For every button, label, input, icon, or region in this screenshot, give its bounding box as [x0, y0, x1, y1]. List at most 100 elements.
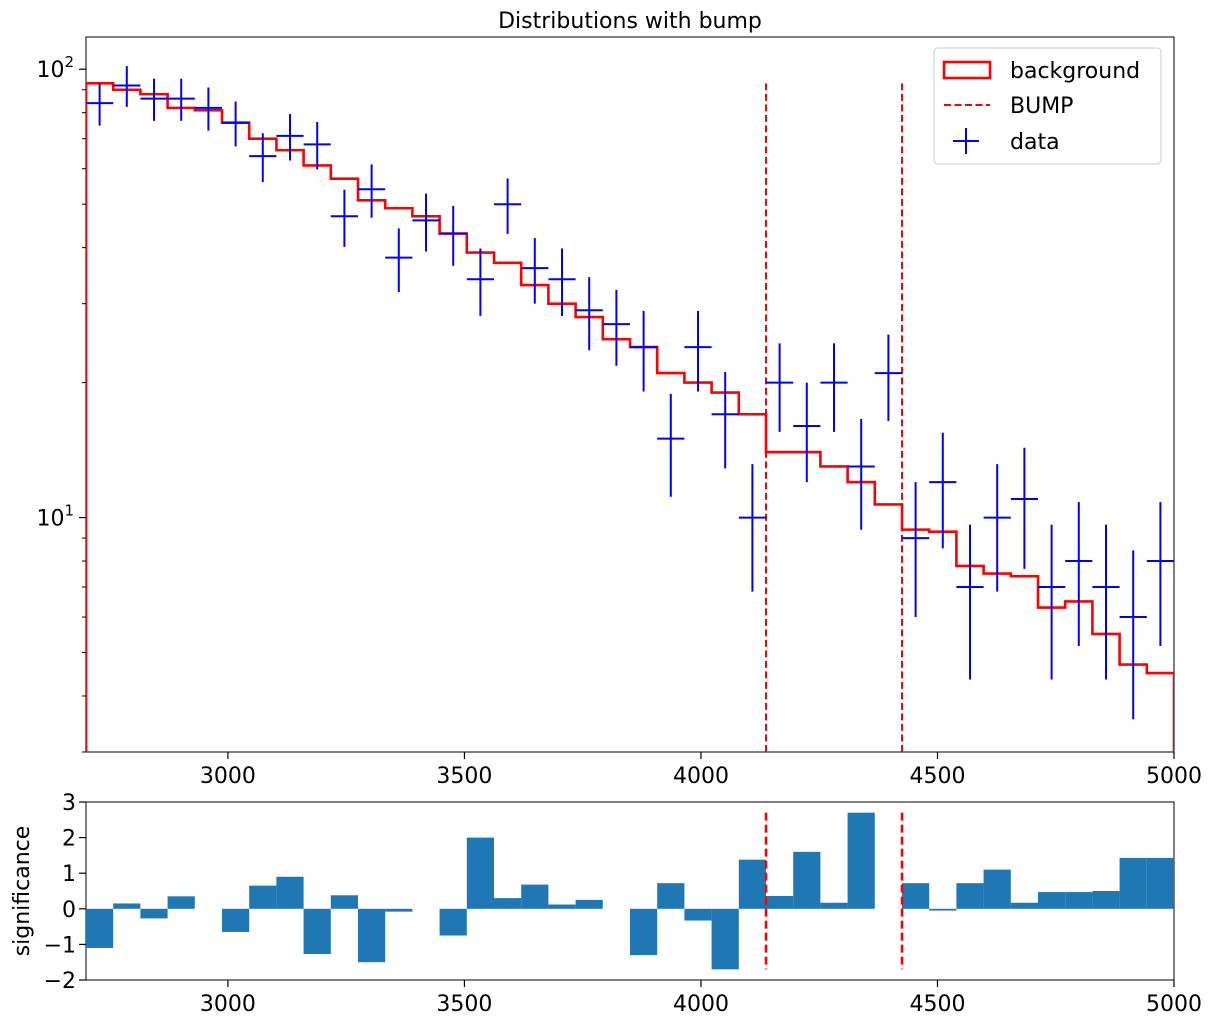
y-tick-label: 101 — [36, 502, 74, 532]
y-tick-base: 10 — [36, 507, 64, 532]
significance-bar — [276, 876, 304, 909]
data-point — [249, 133, 277, 183]
significance-panel: −2 −1 0 1 2 3 3000 3500 4000 4500 5000 significance — [10, 791, 1202, 1017]
legend: background BUMP data — [933, 47, 1162, 165]
data-point — [358, 164, 386, 218]
sig-y-tick-label: 0 — [62, 898, 76, 923]
sig-x-tick-label: 3500 — [436, 992, 492, 1017]
sig-y-tick-label: 3 — [62, 791, 76, 816]
significance-bar — [466, 837, 494, 909]
data-point — [1092, 524, 1120, 680]
significance-bar — [330, 895, 358, 909]
significance-bar — [1119, 857, 1147, 909]
data-point — [439, 205, 467, 266]
legend-label-background: background — [1010, 59, 1140, 84]
sig-y-axis-label: significance — [10, 826, 35, 957]
data-point — [684, 310, 712, 392]
data-point — [983, 464, 1011, 592]
y-tick-exponent: 1 — [64, 502, 74, 520]
significance-bar — [439, 908, 467, 936]
data-point — [466, 248, 494, 316]
significance-bar — [820, 902, 848, 909]
significance-bar — [385, 908, 413, 912]
legend-label-bump: BUMP — [1010, 94, 1073, 119]
y-minor-ticks — [82, 89, 86, 753]
data-point — [575, 277, 603, 351]
significance-bar — [358, 908, 386, 963]
data-point — [222, 101, 250, 147]
sig-y-tick-label: 2 — [62, 827, 76, 852]
y-tick-label: 102 — [36, 53, 74, 83]
sig-y-tick-label: −1 — [44, 933, 76, 958]
significance-bar — [548, 904, 576, 909]
significance-bar — [1092, 891, 1120, 909]
data-point — [793, 382, 821, 483]
sig-y-tick-label: 1 — [62, 862, 76, 887]
significance-bar — [847, 812, 875, 909]
significance-bar — [793, 851, 821, 909]
legend-label-data: data — [1010, 130, 1060, 155]
data-point — [167, 78, 195, 121]
significance-bar — [1010, 902, 1038, 909]
data-point — [766, 343, 794, 432]
significance-bar — [249, 885, 277, 909]
significance-bar — [1146, 857, 1174, 909]
data-point — [330, 189, 358, 247]
data-point — [874, 334, 902, 422]
data-point — [194, 87, 222, 131]
x-tick-label: 5000 — [1146, 764, 1202, 789]
significance-bar — [711, 908, 739, 970]
y-tick-exponent: 2 — [64, 53, 74, 71]
data-point — [548, 248, 576, 316]
data-point — [1146, 502, 1174, 646]
data-point — [140, 78, 168, 121]
sig-x-tick-label: 4000 — [673, 992, 729, 1017]
significance-bar — [902, 883, 930, 909]
significance-bar — [222, 908, 250, 932]
significance-bar — [1038, 892, 1066, 909]
significance-bar — [766, 895, 794, 909]
data-point — [847, 418, 875, 530]
significance-bar — [983, 869, 1011, 909]
significance-bar — [657, 883, 685, 909]
legend-background-swatch — [942, 60, 992, 80]
y-tick-base: 10 — [36, 58, 64, 83]
x-tick-label: 3500 — [436, 764, 492, 789]
sig-y-tick-label: −2 — [44, 969, 76, 994]
data-point — [902, 482, 930, 618]
data-point — [657, 393, 685, 497]
significance-bar — [167, 896, 195, 909]
significance-bar — [575, 899, 603, 909]
data-point — [494, 178, 522, 234]
significance-bar — [86, 908, 114, 948]
data-point — [738, 464, 766, 592]
data-point — [86, 83, 114, 126]
data-point — [711, 371, 739, 469]
significance-bar — [630, 908, 658, 956]
significance-bar — [684, 908, 712, 921]
data-point — [956, 524, 984, 680]
sig-x-tick-label: 4500 — [909, 992, 965, 1017]
data-point — [1038, 524, 1066, 680]
data-point — [602, 289, 630, 366]
x-tick-label: 4500 — [909, 764, 965, 789]
significance-bar — [303, 908, 331, 955]
x-tick-label: 4000 — [673, 764, 729, 789]
chart-title: Distributions with bump — [498, 9, 762, 34]
sig-x-tick-label: 5000 — [1146, 992, 1202, 1017]
data-point — [521, 238, 549, 304]
significance-bar — [494, 898, 522, 909]
significance-bar — [929, 908, 957, 911]
legend-data-swatch — [953, 128, 979, 154]
background-histogram-line — [86, 82, 1174, 752]
data-point — [1065, 502, 1093, 646]
significance-bar — [956, 883, 984, 909]
plot-area — [86, 66, 1174, 752]
significance-bar — [1065, 892, 1093, 909]
data-point — [303, 122, 331, 170]
data-point — [276, 114, 304, 161]
significance-bar — [738, 859, 766, 909]
